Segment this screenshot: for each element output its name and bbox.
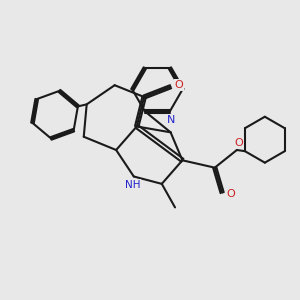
Text: NH: NH xyxy=(124,180,140,190)
Text: N: N xyxy=(167,115,176,124)
Text: O: O xyxy=(175,80,183,90)
Text: O: O xyxy=(234,138,243,148)
Text: O: O xyxy=(226,189,235,199)
